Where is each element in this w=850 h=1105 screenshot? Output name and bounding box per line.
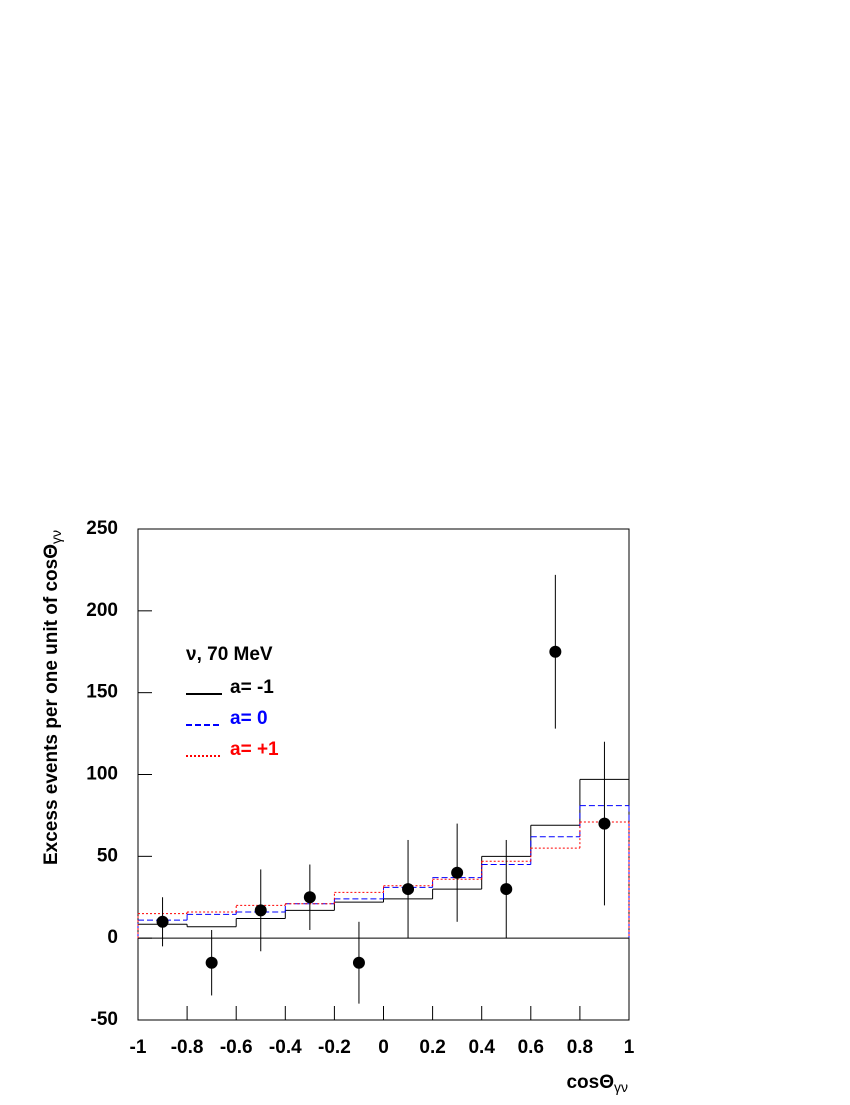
x-tick-label: 0.8 xyxy=(567,1037,593,1058)
legend-label: a= -1 xyxy=(230,677,274,698)
y-tick-label: 0 xyxy=(107,927,118,948)
data-point xyxy=(500,883,513,896)
x-tick-label: 0 xyxy=(378,1037,389,1058)
x-tick-label: 0.2 xyxy=(419,1037,445,1058)
data-point xyxy=(451,866,464,879)
y-tick-label: -50 xyxy=(91,1009,118,1030)
x-tick-label: -0.2 xyxy=(318,1037,351,1058)
y-axis-label-text: Excess events per one unit of cosΘ xyxy=(41,544,62,865)
y-tick-label: 200 xyxy=(86,600,118,621)
x-axis-label-sub: γν xyxy=(614,1079,628,1095)
x-tick-label: 1 xyxy=(624,1037,635,1058)
annotation: ν, 70 MeV xyxy=(186,644,273,665)
data-point xyxy=(205,956,218,969)
legend-label: a= +1 xyxy=(230,739,279,760)
x-tick-label: -0.8 xyxy=(171,1037,204,1058)
data-point xyxy=(402,883,415,896)
y-axis-label-sub: γν xyxy=(48,530,64,544)
x-tick-label: -0.4 xyxy=(269,1037,302,1058)
x-tick-label: 0.4 xyxy=(468,1037,495,1058)
y-tick-label: 250 xyxy=(86,518,118,539)
x-tick-label: -1 xyxy=(130,1037,147,1058)
x-tick-label: 0.6 xyxy=(518,1037,544,1058)
y-tick-label: 50 xyxy=(97,845,118,866)
x-axis-label-text: cosΘ xyxy=(566,1072,614,1093)
data-point xyxy=(598,817,611,830)
data-point xyxy=(254,904,267,917)
y-axis-label: Excess events per one unit of cosΘγν xyxy=(41,530,64,865)
data-point xyxy=(303,891,316,904)
data-point xyxy=(549,645,562,658)
legend-label: a= 0 xyxy=(230,708,268,729)
x-axis-label: cosΘγν xyxy=(566,1072,628,1095)
y-tick-label: 100 xyxy=(86,764,118,785)
x-tick-label: -0.6 xyxy=(220,1037,253,1058)
data-point xyxy=(156,915,169,928)
data-point xyxy=(352,956,365,969)
y-tick-label: 150 xyxy=(86,682,118,703)
